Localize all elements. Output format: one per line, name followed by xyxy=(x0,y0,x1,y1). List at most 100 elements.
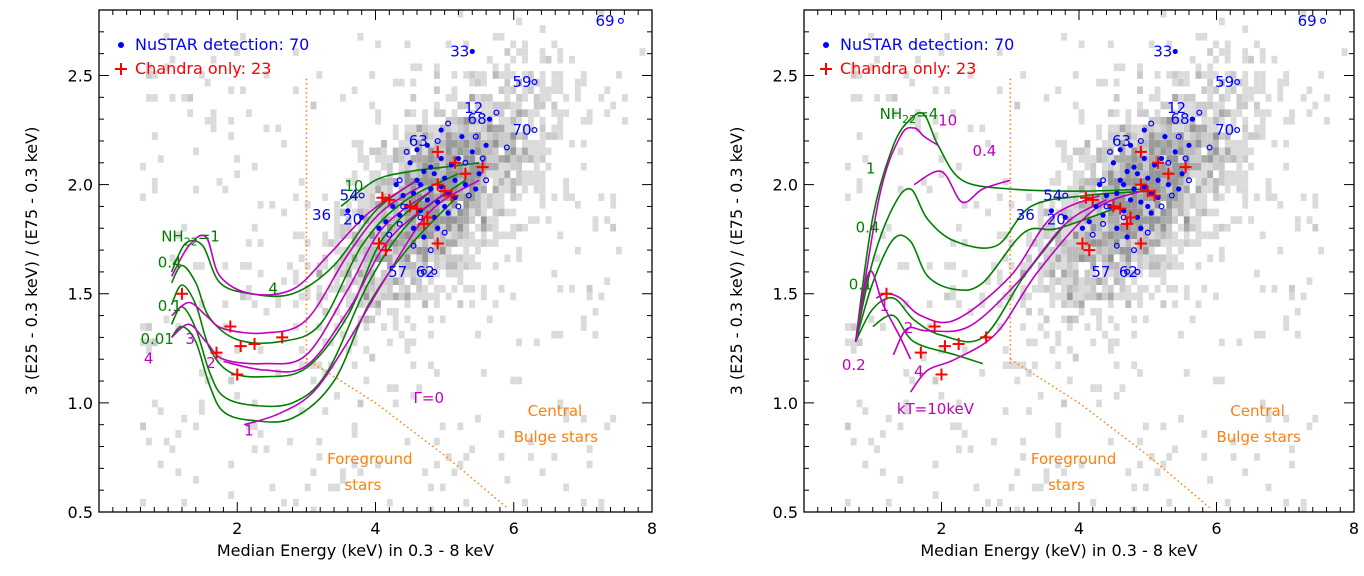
density-cell xyxy=(345,223,352,232)
bulge-boundary-line xyxy=(1009,358,1211,509)
density-cell xyxy=(351,139,358,148)
density-cell xyxy=(1213,86,1219,95)
density-cell xyxy=(1207,475,1214,484)
density-cell xyxy=(1160,116,1167,125)
density-cell xyxy=(955,422,962,431)
density-cell xyxy=(1160,231,1167,240)
density-cell xyxy=(909,116,916,125)
density-cell xyxy=(991,437,997,446)
density-cell xyxy=(1137,200,1143,209)
density-cell xyxy=(457,10,464,18)
nustar-point xyxy=(1138,225,1144,231)
density-cell xyxy=(1014,376,1021,385)
density-cell xyxy=(398,292,405,301)
density-cell xyxy=(1195,132,1202,140)
density-cell xyxy=(1218,155,1225,163)
density-cell xyxy=(569,193,575,201)
density-cell xyxy=(504,132,511,140)
density-cell xyxy=(281,139,288,148)
density-cell xyxy=(475,262,481,270)
density-cell xyxy=(257,239,264,247)
density-cell xyxy=(844,498,851,507)
density-cell xyxy=(469,300,476,308)
density-cell xyxy=(1236,178,1243,186)
density-cell xyxy=(1026,193,1032,201)
density-cell xyxy=(504,101,511,110)
density-cell xyxy=(1066,200,1073,209)
density-cell xyxy=(1119,170,1126,179)
density-cell xyxy=(357,292,364,301)
density-cell xyxy=(522,40,528,49)
density-cell xyxy=(1113,208,1120,217)
density-cell xyxy=(862,407,869,415)
density-cell xyxy=(175,430,182,438)
density-cell xyxy=(1242,94,1249,102)
density-cell xyxy=(1137,63,1143,72)
density-cell xyxy=(1178,178,1184,186)
density-cell xyxy=(439,170,446,179)
density-cell xyxy=(410,216,417,224)
density-cell xyxy=(1131,254,1138,263)
nustar-point xyxy=(1179,171,1185,177)
density-cell xyxy=(1084,155,1091,163)
density-cell xyxy=(469,193,476,201)
density-cell xyxy=(381,139,387,148)
density-cell xyxy=(557,231,564,240)
density-cell xyxy=(1014,506,1021,512)
density-cell xyxy=(510,101,517,110)
nustar-point xyxy=(421,168,427,175)
density-cell xyxy=(527,124,534,133)
density-cell xyxy=(386,170,393,179)
nustar-open-point xyxy=(1100,177,1107,184)
density-cell xyxy=(375,116,382,125)
density-cell xyxy=(363,323,370,331)
chandra-point xyxy=(421,211,434,224)
density-cell xyxy=(410,231,417,240)
density-cell xyxy=(1154,139,1161,148)
density-cell xyxy=(1090,155,1097,163)
density-cell xyxy=(1154,223,1161,232)
density-cell xyxy=(439,285,446,293)
density-cell xyxy=(480,139,487,148)
density-cell xyxy=(510,208,517,217)
density-cell xyxy=(363,155,370,163)
density-cell xyxy=(1049,254,1056,263)
density-cell xyxy=(1061,200,1067,209)
density-cell xyxy=(504,162,511,171)
density-cell xyxy=(275,124,282,133)
density-cell xyxy=(428,483,434,492)
density-cell xyxy=(475,246,481,255)
density-cell xyxy=(1271,193,1278,201)
density-cell xyxy=(234,48,241,56)
density-cell xyxy=(363,216,370,224)
nustar-point xyxy=(462,182,468,188)
density-cell xyxy=(1183,200,1190,209)
density-cell xyxy=(1189,147,1196,156)
density-cell xyxy=(955,162,962,171)
density-cell xyxy=(1259,55,1266,64)
density-cell xyxy=(897,262,904,270)
density-cell xyxy=(1142,246,1149,255)
density-cell xyxy=(1037,483,1044,492)
density-cell xyxy=(539,101,546,110)
density-cell xyxy=(1119,162,1126,171)
density-cell xyxy=(1172,193,1178,201)
density-cell xyxy=(504,208,511,217)
density-cell xyxy=(856,71,863,79)
density-cell xyxy=(1119,269,1126,278)
density-cell xyxy=(574,200,581,209)
density-cell xyxy=(392,323,399,331)
density-cell xyxy=(1341,48,1348,56)
density-cell xyxy=(522,139,528,148)
density-cell xyxy=(1055,277,1062,286)
density-cell xyxy=(1096,307,1103,316)
density-cell xyxy=(334,231,340,240)
density-cell xyxy=(551,124,558,133)
chandra-point xyxy=(276,331,289,344)
density-cell xyxy=(545,94,552,102)
density-cell xyxy=(1131,139,1138,148)
density-cell xyxy=(1148,262,1155,270)
nh-model-curve xyxy=(170,190,432,378)
chandra-point xyxy=(1124,211,1137,224)
density-cell xyxy=(1195,178,1202,186)
